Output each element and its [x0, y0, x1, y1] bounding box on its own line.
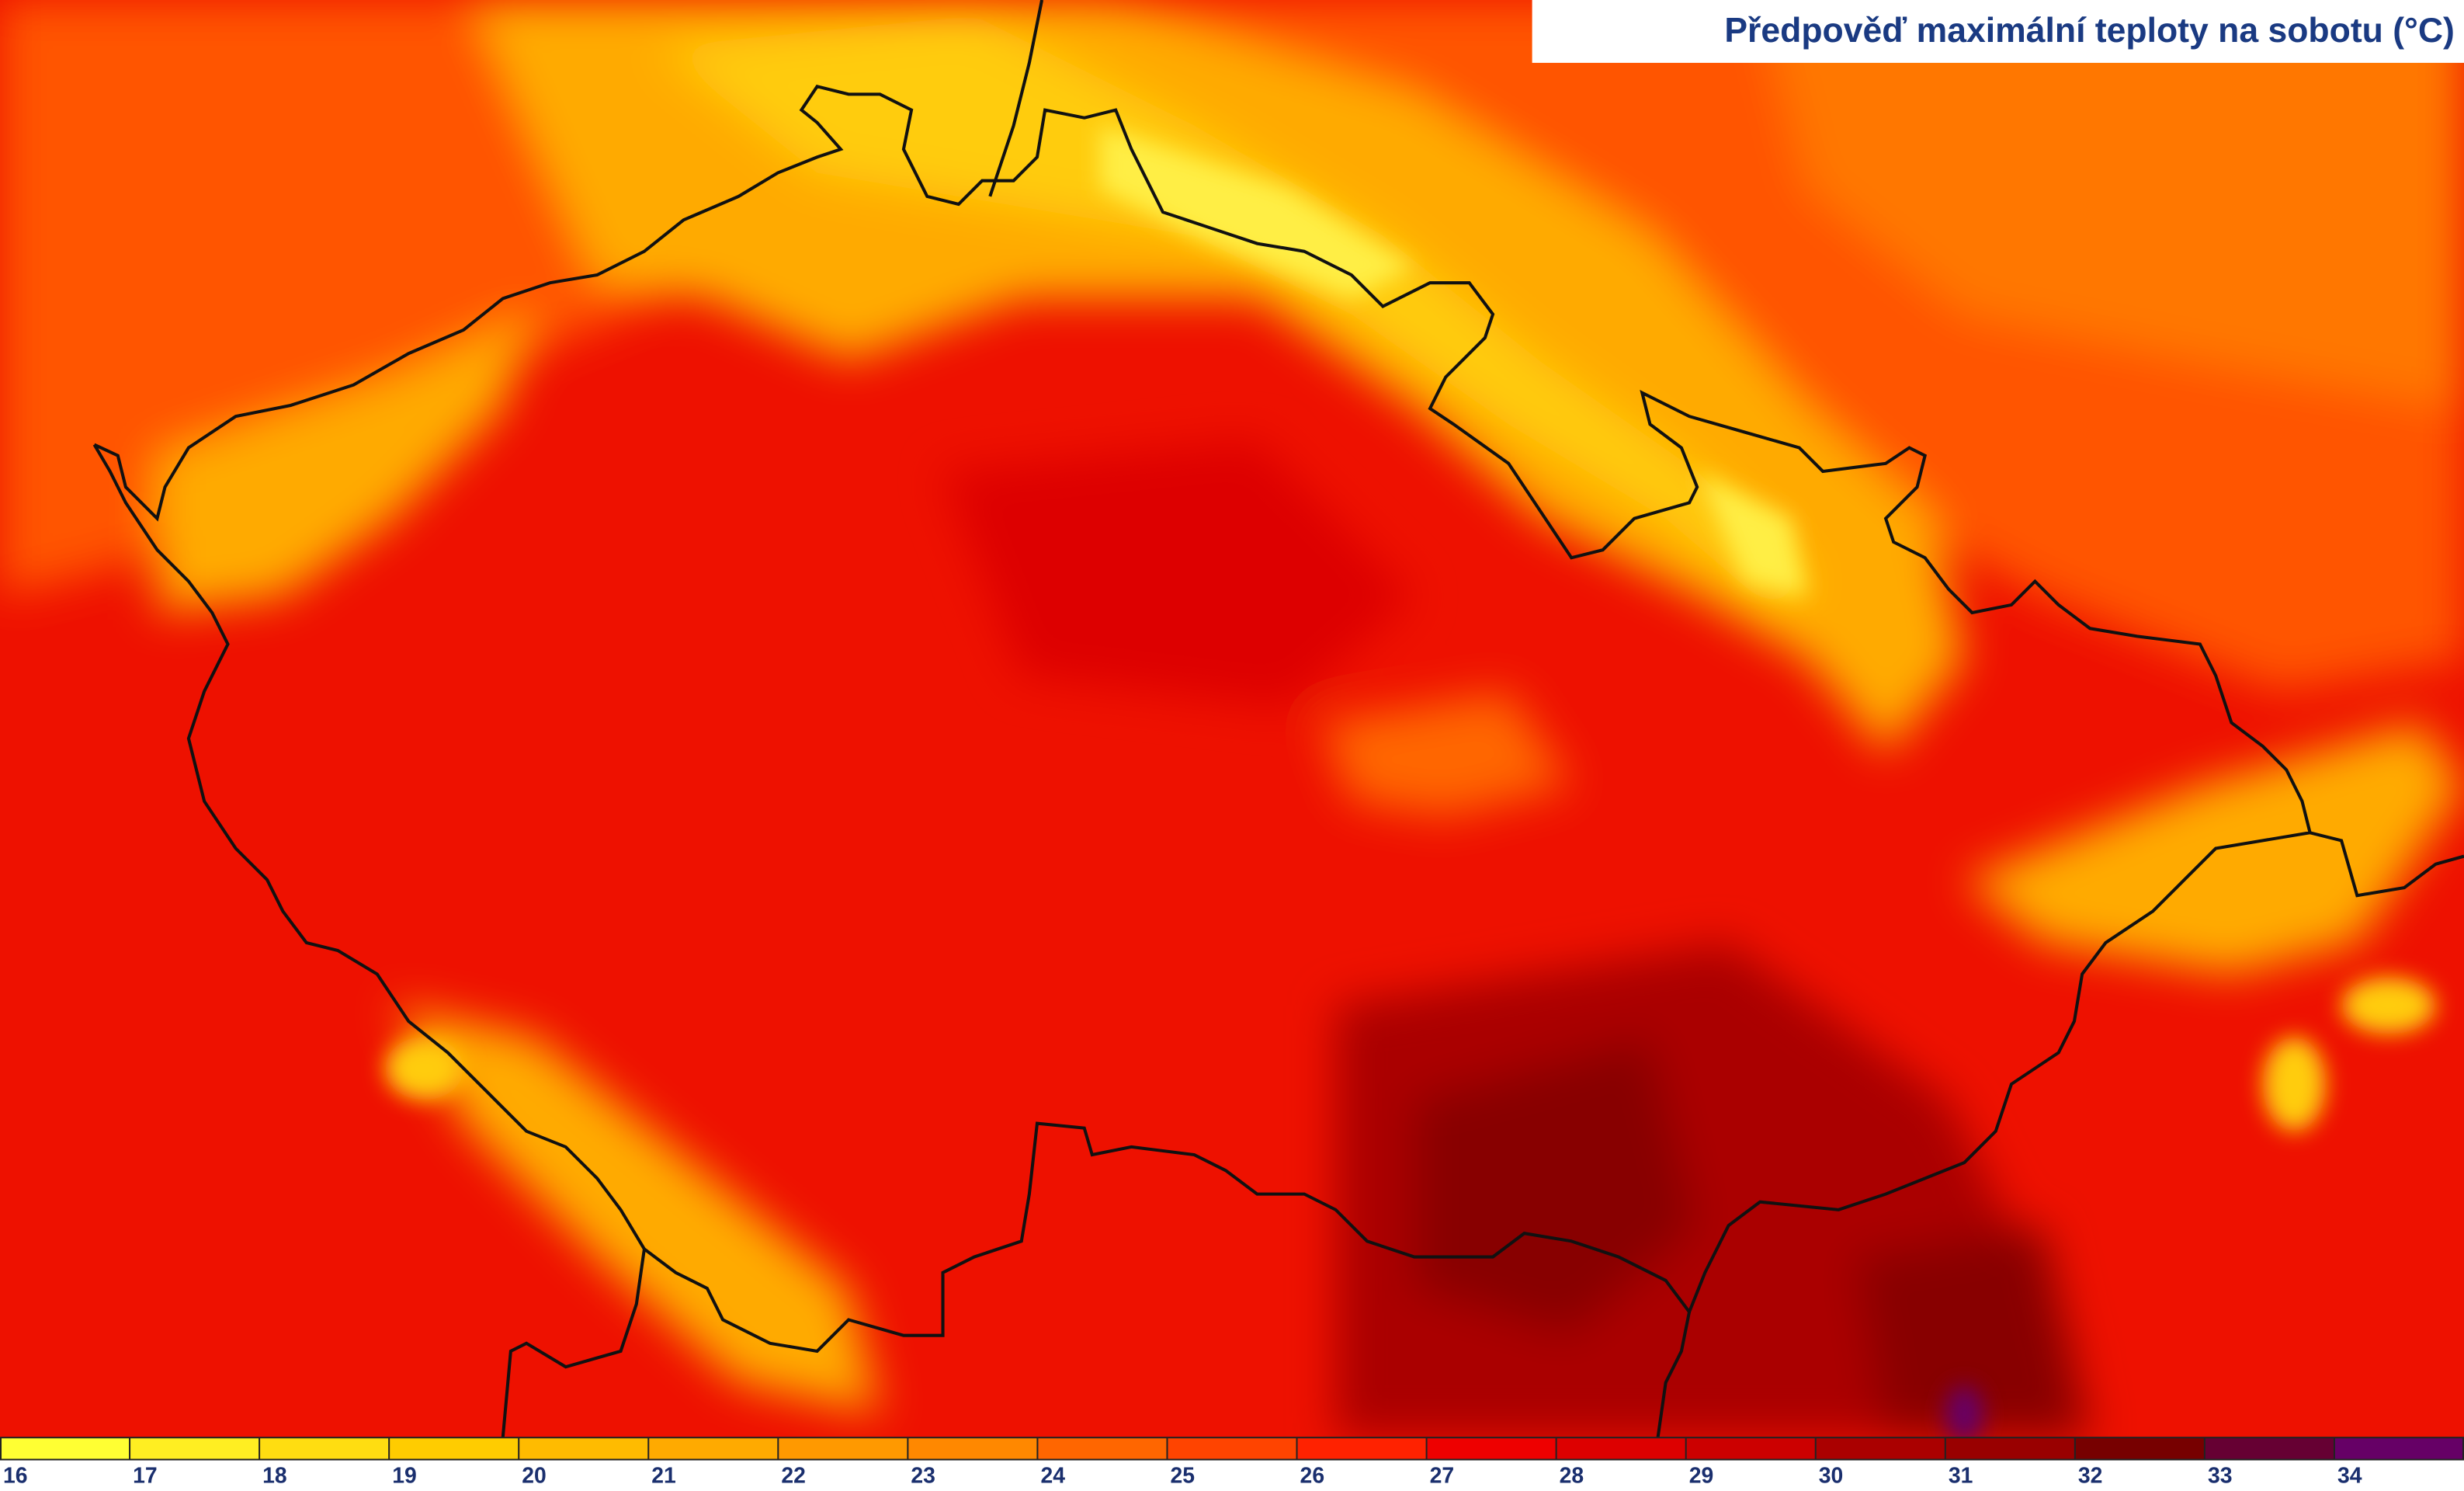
legend-swatch: [1556, 1437, 1686, 1460]
legend-tick-label: 30: [1819, 1463, 1844, 1488]
neighbor-border: [2310, 831, 2464, 898]
legend-swatch: [1815, 1437, 1945, 1460]
legend-swatch: [0, 1437, 130, 1460]
legend-swatch: [259, 1437, 390, 1460]
legend-tick-label: 34: [2337, 1463, 2362, 1488]
legend-tick-label: 16: [3, 1463, 28, 1488]
legend-tick-label: 25: [1171, 1463, 1196, 1488]
legend-swatch: [908, 1437, 1038, 1460]
title-box: [1532, 0, 2464, 63]
legend-tick-label: 32: [2078, 1463, 2103, 1488]
legend-swatch: [1685, 1437, 1816, 1460]
legend-tick-label: 20: [522, 1463, 547, 1488]
neighbor-border: [1656, 1311, 1692, 1438]
legend-frame: [0, 1437, 2464, 1461]
country-border: [92, 84, 2313, 1354]
legend-swatch: [778, 1437, 908, 1460]
legend-tick-label: 23: [911, 1463, 935, 1488]
map-title: Předpověď maximální teploty na sobotu (°…: [1724, 12, 2454, 50]
legend-swatch: [2204, 1437, 2334, 1460]
legend-tick-label: 22: [781, 1463, 806, 1488]
legend-tick-label: 33: [2208, 1463, 2233, 1488]
legend-swatch: [1426, 1437, 1556, 1460]
legend-swatch: [2074, 1437, 2205, 1460]
neighbor-border: [988, 0, 1044, 197]
legend-swatch: [130, 1437, 260, 1460]
legend-tick-label: 17: [133, 1463, 158, 1488]
legend-tick-label: 29: [1689, 1463, 1714, 1488]
legend-tick-label: 28: [1560, 1463, 1584, 1488]
legend-swatch: [1296, 1437, 1427, 1460]
legend-swatch: [1167, 1437, 1297, 1460]
legend-swatch: [1037, 1437, 1168, 1460]
legend-tick-label: 19: [392, 1463, 417, 1488]
temperature-field: [0, 0, 2464, 1438]
legend-swatch: [519, 1437, 649, 1460]
legend-swatch: [2334, 1437, 2464, 1460]
color-legend: 16 17 18 19 20 21 22 23 24 25 26 27 28 29 30 31 32 33 34: [0, 1437, 2464, 1488]
legend-tick-label: 27: [1430, 1463, 1455, 1488]
legend-swatch: [389, 1437, 519, 1460]
neighbor-border: [501, 1249, 646, 1438]
legend-tick-label: 26: [1300, 1463, 1325, 1488]
legend-swatch: [648, 1437, 779, 1460]
legend-tick-label: 21: [651, 1463, 676, 1488]
legend-tick-label: 24: [1040, 1463, 1065, 1488]
legend-tick-label: 31: [1949, 1463, 1973, 1488]
legend-swatch: [1945, 1437, 2075, 1460]
legend-tick-label: 18: [262, 1463, 287, 1488]
